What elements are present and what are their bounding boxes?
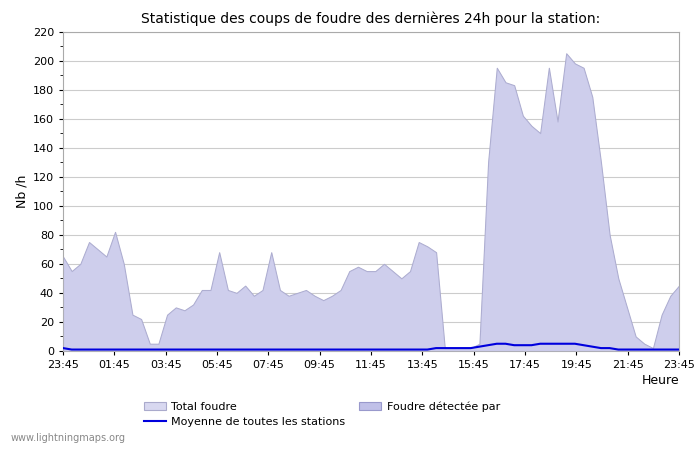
X-axis label: Heure: Heure: [641, 374, 679, 387]
Moyenne de toutes les stations: [414, 347, 423, 352]
Text: www.lightningmaps.org: www.lightningmaps.org: [10, 433, 125, 443]
Y-axis label: Nb /h: Nb /h: [15, 175, 29, 208]
Moyenne de toutes les stations: [458, 346, 466, 351]
Moyenne de toutes les stations: [493, 341, 501, 346]
Moyenne de toutes les stations: [276, 347, 284, 352]
Title: Statistique des coups de foudre des dernières 24h pour la station:: Statistique des coups de foudre des dern…: [141, 12, 601, 26]
Moyenne de toutes les stations: [59, 346, 67, 351]
Moyenne de toutes les stations: [640, 347, 648, 352]
Moyenne de toutes les stations: [484, 342, 492, 348]
Moyenne de toutes les stations: [67, 347, 76, 352]
Moyenne de toutes les stations: [154, 347, 162, 352]
Line: Moyenne de toutes les stations: Moyenne de toutes les stations: [63, 344, 679, 350]
Moyenne de toutes les stations: [675, 347, 683, 352]
Legend: Total foudre, Moyenne de toutes les stations, Foudre détectée par: Total foudre, Moyenne de toutes les stat…: [144, 401, 500, 428]
